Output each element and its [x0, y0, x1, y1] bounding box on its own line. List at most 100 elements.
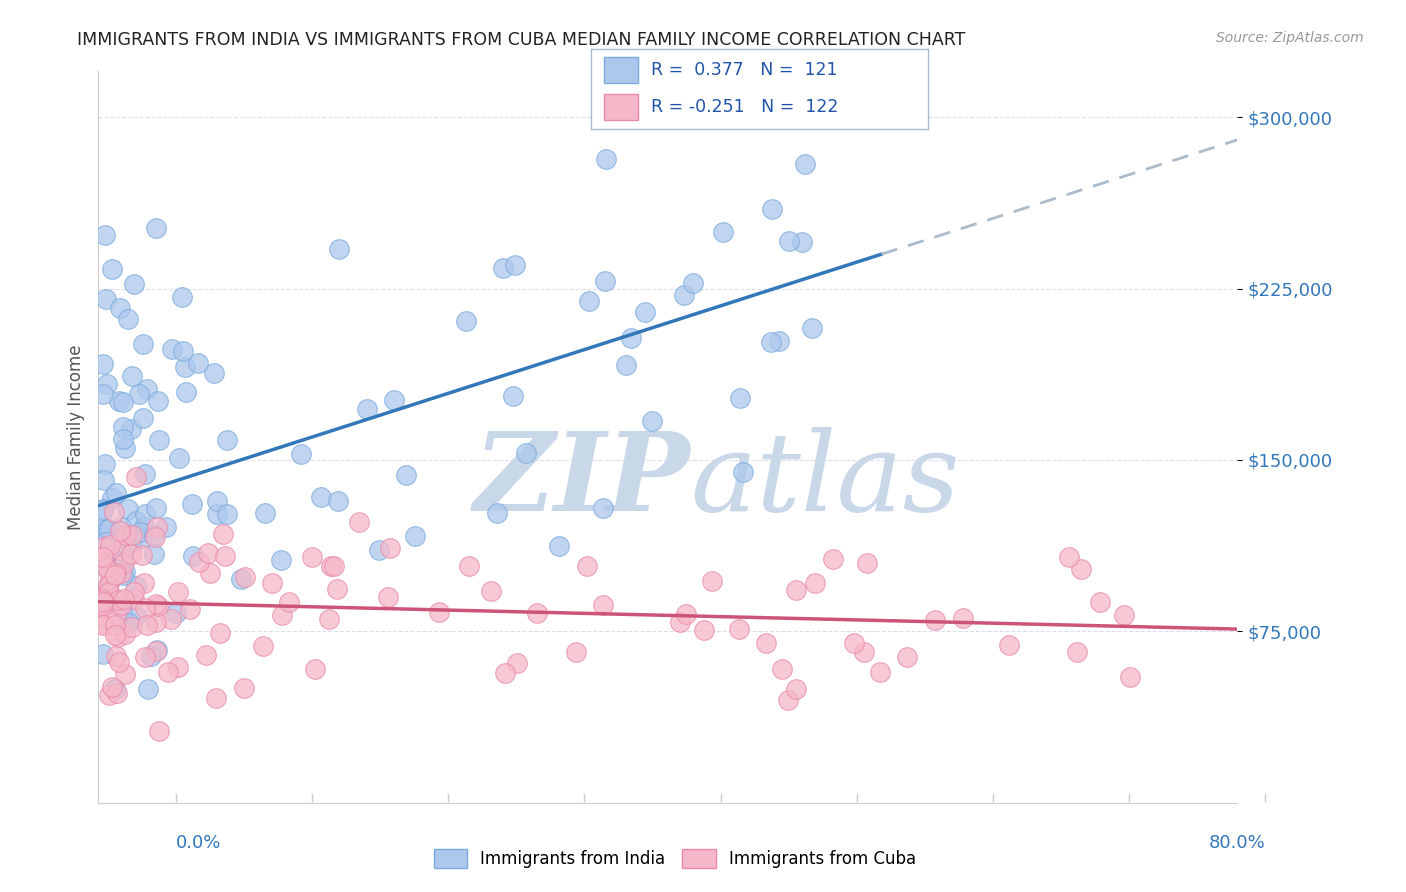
Point	[711, 225, 734, 239]
Point	[134, 601, 156, 615]
Point	[108, 524, 131, 538]
Point	[731, 466, 754, 480]
Point	[669, 615, 692, 630]
Point	[111, 432, 134, 446]
Point	[198, 566, 221, 581]
Point	[166, 606, 188, 620]
Point	[132, 336, 155, 351]
Point	[768, 334, 790, 348]
Point	[759, 335, 782, 350]
Point	[770, 662, 793, 676]
Point	[120, 547, 142, 561]
Point	[108, 542, 131, 557]
Point	[91, 599, 114, 613]
Point	[515, 446, 537, 460]
Point	[547, 540, 569, 554]
Point	[125, 514, 148, 528]
Point	[207, 508, 229, 522]
Point	[136, 382, 159, 396]
Point	[91, 387, 114, 401]
Point	[356, 402, 378, 417]
Point	[565, 645, 588, 659]
Point	[727, 622, 749, 636]
Point	[202, 366, 225, 380]
Point	[693, 624, 716, 638]
Point	[702, 574, 724, 588]
Point	[349, 515, 371, 529]
Point	[145, 643, 167, 657]
Point	[231, 572, 253, 586]
Point	[146, 520, 169, 534]
Point	[146, 393, 169, 408]
Point	[187, 555, 209, 569]
Point	[97, 579, 120, 593]
Point	[110, 566, 132, 580]
Point	[207, 494, 229, 508]
Point	[794, 157, 817, 171]
Point	[93, 540, 115, 554]
Point	[91, 592, 114, 607]
Point	[125, 609, 148, 624]
Point	[118, 615, 141, 630]
Point	[94, 457, 117, 471]
Point	[924, 613, 946, 627]
Point	[128, 387, 150, 401]
Point	[98, 523, 121, 537]
Point	[91, 595, 114, 609]
Point	[120, 422, 142, 436]
Point	[131, 532, 153, 546]
Point	[896, 650, 918, 665]
Point	[997, 638, 1019, 652]
Point	[172, 343, 194, 358]
Point	[124, 528, 146, 542]
Point	[155, 520, 177, 534]
Point	[112, 420, 135, 434]
Point	[479, 584, 502, 599]
Point	[101, 551, 124, 566]
Point	[91, 648, 114, 662]
Point	[728, 391, 751, 405]
Point	[120, 538, 142, 552]
Point	[852, 645, 875, 659]
Point	[104, 618, 127, 632]
Point	[107, 593, 129, 607]
Point	[91, 530, 114, 544]
Point	[270, 553, 292, 567]
Point	[114, 528, 136, 542]
Point	[91, 551, 114, 566]
Point	[755, 636, 778, 650]
Point	[98, 538, 121, 552]
Point	[108, 393, 131, 408]
Text: atlas: atlas	[690, 427, 960, 534]
Point	[167, 585, 190, 599]
Point	[214, 549, 236, 563]
Point	[614, 358, 637, 372]
Point	[404, 528, 426, 542]
Point	[672, 287, 695, 301]
Point	[117, 312, 139, 326]
Point	[378, 541, 401, 556]
Point	[91, 601, 114, 615]
Text: Source: ZipAtlas.com: Source: ZipAtlas.com	[1216, 31, 1364, 45]
Point	[114, 627, 136, 641]
Point	[94, 584, 117, 599]
Point	[254, 506, 277, 520]
Point	[145, 221, 167, 235]
Point	[121, 528, 143, 542]
Legend: Immigrants from India, Immigrants from Cuba: Immigrants from India, Immigrants from C…	[427, 842, 922, 875]
Point	[233, 570, 256, 584]
Point	[110, 616, 132, 631]
Point	[132, 411, 155, 425]
Point	[100, 546, 122, 560]
Point	[179, 602, 201, 616]
Point	[844, 636, 866, 650]
Point	[112, 556, 135, 570]
Point	[212, 526, 235, 541]
Point	[114, 666, 136, 681]
Text: IMMIGRANTS FROM INDIA VS IMMIGRANTS FROM CUBA MEDIAN FAMILY INCOME CORRELATION C: IMMIGRANTS FROM INDIA VS IMMIGRANTS FROM…	[77, 31, 966, 49]
Point	[117, 501, 139, 516]
Point	[278, 595, 301, 609]
Point	[143, 528, 166, 542]
Point	[91, 591, 114, 605]
Y-axis label: Median Family Income: Median Family Income	[66, 344, 84, 530]
